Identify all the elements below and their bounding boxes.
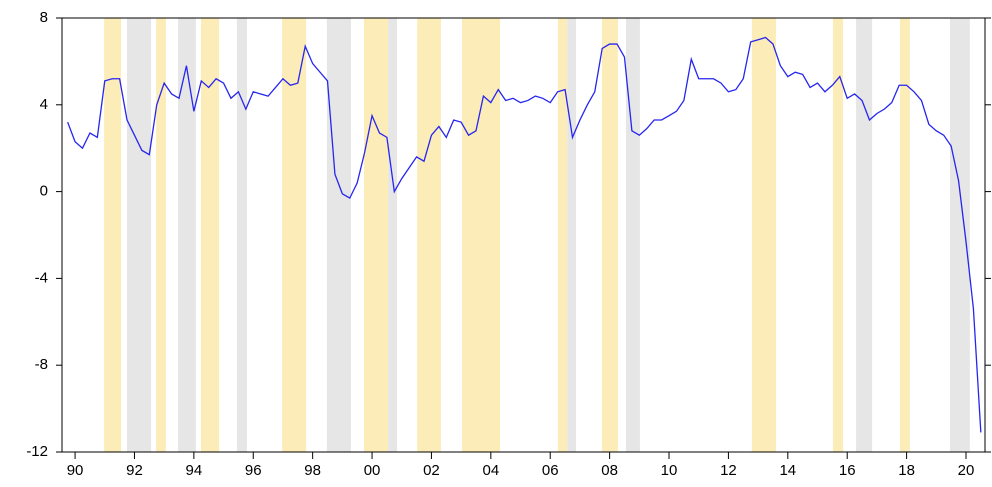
shaded-period [949, 18, 970, 452]
x-tick-label: 12 [720, 462, 737, 479]
shaded-period [388, 18, 397, 452]
x-tick-label: 02 [423, 462, 440, 479]
shaded-period [417, 18, 441, 452]
shaded-period [104, 18, 122, 452]
y-tick-label: -4 [35, 269, 48, 286]
shaded-period [900, 18, 910, 452]
x-tick-label: 18 [898, 462, 915, 479]
x-tick-label: 04 [482, 462, 499, 479]
x-tick-label: 90 [67, 462, 84, 479]
shaded-period [282, 18, 307, 452]
shaded-period [326, 18, 351, 452]
shaded-period [236, 18, 248, 452]
shaded-period [832, 18, 844, 452]
x-tick-label: 14 [779, 462, 796, 479]
shaded-period [751, 18, 776, 452]
x-tick-label: 06 [542, 462, 559, 479]
shaded-period [364, 18, 389, 452]
x-tick-label: 08 [601, 462, 618, 479]
x-tick-label: 16 [839, 462, 856, 479]
shaded-period [156, 18, 166, 452]
y-tick-label: -8 [35, 356, 48, 373]
x-tick-label: 00 [364, 462, 381, 479]
shaded-period [462, 18, 501, 452]
x-tick-label: 94 [186, 462, 203, 479]
y-tick-label: 0 [40, 183, 48, 200]
x-tick-label: 96 [245, 462, 262, 479]
plot-frame [61, 17, 986, 453]
shaded-period [625, 18, 640, 452]
shaded-period [557, 18, 568, 452]
shaded-period [200, 18, 220, 452]
shaded-period [178, 18, 196, 452]
shaded-period [601, 18, 618, 452]
x-tick-label: 10 [661, 462, 678, 479]
y-tick-label: -12 [26, 443, 48, 460]
shaded-period [567, 18, 577, 452]
y-tick-label: 8 [40, 9, 48, 26]
y-tick-label: 4 [40, 96, 48, 113]
x-tick-label: 98 [304, 462, 321, 479]
data-line [67, 36, 982, 433]
x-tick-label: 92 [126, 462, 143, 479]
x-tick-label: 20 [958, 462, 975, 479]
shaded-period [127, 18, 152, 452]
shaded-period [856, 18, 873, 452]
